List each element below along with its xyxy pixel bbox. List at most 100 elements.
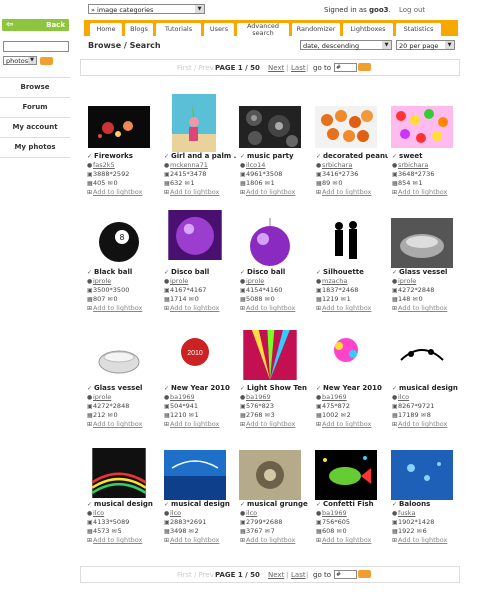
sidebar-search-input[interactable] <box>3 41 69 52</box>
photo-user-link[interactable]: ilco14 <box>246 161 266 169</box>
add-to-lightbox-link[interactable]: Add to lightbox <box>398 304 448 312</box>
photo-title[interactable]: ✓ Black ball <box>87 268 159 276</box>
tab-randomizer[interactable]: Randomizer <box>292 23 340 36</box>
photo-title[interactable]: ✓ New Year 2010 <box>316 384 388 392</box>
sidebar-item-my-account[interactable]: My account <box>0 118 70 138</box>
pager-goto-input[interactable]: # <box>334 570 357 579</box>
photo-user-link[interactable]: iprole <box>398 277 417 285</box>
thumbnail-decorated-peanuts[interactable] <box>315 102 377 152</box>
add-to-lightbox-link[interactable]: Add to lightbox <box>322 188 372 196</box>
tab-statistics[interactable]: Statistics <box>396 23 441 36</box>
photo-user-link[interactable]: srbichara <box>398 161 429 169</box>
thumbnail-glass-vessel-1[interactable] <box>391 218 453 268</box>
thumbnail-sweet[interactable] <box>391 102 453 152</box>
sidebar-item-forum[interactable]: Forum <box>0 98 70 118</box>
photo-user-link[interactable]: ba1969 <box>322 393 347 401</box>
add-to-lightbox-link[interactable]: Add to lightbox <box>170 420 220 428</box>
photo-user-link[interactable]: iprole <box>246 277 265 285</box>
tab-advanced-search[interactable]: Advanced search <box>237 23 289 37</box>
photo-user-link[interactable]: mckenna71 <box>170 161 208 169</box>
photo-user-link[interactable]: ba1969 <box>322 509 347 517</box>
sort-select[interactable]: date, descending ▼ <box>300 40 392 50</box>
thumbnail-musical-design-1[interactable] <box>391 330 453 380</box>
thumbnail-new-year-2010-b[interactable] <box>315 334 377 384</box>
thumbnail-black-ball[interactable]: 8 <box>88 218 150 268</box>
add-to-lightbox-link[interactable]: Add to lightbox <box>170 304 220 312</box>
back-button[interactable]: ⇦ Back <box>2 19 69 31</box>
photo-title[interactable]: ✓ Glass vessel <box>87 384 159 392</box>
thumbnail-musical-design-2[interactable] <box>88 448 150 498</box>
pager-go-button[interactable] <box>358 570 371 578</box>
photo-title[interactable]: ✓ musical grunge <box>240 500 312 508</box>
sidebar-item-browse[interactable]: Browse <box>0 77 70 98</box>
thumbnail-music-party[interactable] <box>239 102 301 152</box>
thumbnail-disco-ball-1[interactable] <box>164 210 226 260</box>
add-to-lightbox-link[interactable]: Add to lightbox <box>322 536 372 544</box>
photo-user-link[interactable]: ilco <box>398 393 410 401</box>
thumbnail-girl-palm[interactable] <box>172 94 216 152</box>
search-scope-select[interactable]: photos ▼ <box>3 56 37 65</box>
thumbnail-musical-grunge[interactable] <box>239 450 301 500</box>
thumbnail-disco-ball-2[interactable] <box>239 218 301 268</box>
pager-last-link[interactable]: Last <box>291 571 306 579</box>
photo-title[interactable]: ✓ Disco ball <box>164 268 236 276</box>
photo-title[interactable]: ✓ sweet <box>392 152 464 160</box>
add-to-lightbox-link[interactable]: Add to lightbox <box>398 536 448 544</box>
sidebar-search-go-button[interactable] <box>40 57 53 65</box>
photo-user-link[interactable]: iprole <box>93 393 112 401</box>
tab-users[interactable]: Users <box>204 23 234 36</box>
photo-title[interactable]: ✓ New Year 2010 <box>164 384 236 392</box>
pager-last-link[interactable]: Last <box>291 64 306 72</box>
photo-user-link[interactable]: ilco <box>170 509 182 517</box>
photo-title[interactable]: ✓ Light Show Ten <box>240 384 312 392</box>
add-to-lightbox-link[interactable]: Add to lightbox <box>170 188 220 196</box>
add-to-lightbox-link[interactable]: Add to lightbox <box>398 188 448 196</box>
pager-go-button[interactable] <box>358 63 371 71</box>
add-to-lightbox-link[interactable]: Add to lightbox <box>170 536 220 544</box>
thumbnail-baloons[interactable] <box>391 450 453 500</box>
photo-title[interactable]: ✓ musical design <box>164 500 236 508</box>
photo-user-link[interactable]: fuska <box>398 509 416 517</box>
thumbnail-glass-vessel-2[interactable] <box>88 334 150 384</box>
add-to-lightbox-link[interactable]: Add to lightbox <box>322 420 372 428</box>
pager-next-link[interactable]: Next <box>268 64 285 72</box>
photo-title[interactable]: ✓ musical design <box>392 384 464 392</box>
thumbnail-new-year-2010-a[interactable]: 2010 <box>164 334 226 384</box>
logout-link[interactable]: Log out <box>398 6 426 14</box>
thumbnail-fireworks[interactable] <box>88 102 150 152</box>
photo-user-link[interactable]: ba1969 <box>246 393 271 401</box>
add-to-lightbox-link[interactable]: Add to lightbox <box>246 420 296 428</box>
per-page-select[interactable]: 20 per page ▼ <box>396 40 455 50</box>
photo-title[interactable]: ✓decorated peanu .. <box>316 152 388 160</box>
photo-title[interactable]: ✓ Disco ball <box>240 268 312 276</box>
thumbnail-light-show[interactable] <box>239 330 301 380</box>
add-to-lightbox-link[interactable]: Add to lightbox <box>246 536 296 544</box>
photo-user-link[interactable]: srbichara <box>322 161 353 169</box>
photo-user-link[interactable]: ilco <box>246 509 258 517</box>
photo-user-link[interactable]: ilco <box>93 509 105 517</box>
pager-next-link[interactable]: Next <box>268 571 285 579</box>
photo-title[interactable]: ✓ Silhouette <box>316 268 388 276</box>
add-to-lightbox-link[interactable]: Add to lightbox <box>93 188 143 196</box>
add-to-lightbox-link[interactable]: Add to lightbox <box>398 420 448 428</box>
tab-lightboxes[interactable]: Lightboxes <box>343 23 393 36</box>
photo-user-link[interactable]: fas2k5 <box>93 161 115 169</box>
photo-user-link[interactable]: ba1969 <box>170 393 195 401</box>
tab-blogs[interactable]: Blogs <box>125 23 153 36</box>
photo-title[interactable]: ✓ Glass vessel <box>392 268 464 276</box>
photo-user-link[interactable]: iprole <box>170 277 189 285</box>
photo-title[interactable]: ✓ music party <box>240 152 312 160</box>
add-to-lightbox-link[interactable]: Add to lightbox <box>93 536 143 544</box>
thumbnail-silhouette[interactable] <box>315 218 377 268</box>
sidebar-item-my-photos[interactable]: My photos <box>0 138 70 158</box>
photo-user-link[interactable]: mzacha <box>322 277 348 285</box>
add-to-lightbox-link[interactable]: Add to lightbox <box>93 420 143 428</box>
category-select[interactable]: » image categories ▼ <box>88 4 205 14</box>
photo-title[interactable]: ✓ Confetti Fish <box>316 500 388 508</box>
thumbnail-confetti-fish[interactable] <box>315 450 377 500</box>
add-to-lightbox-link[interactable]: Add to lightbox <box>246 188 296 196</box>
add-to-lightbox-link[interactable]: Add to lightbox <box>322 304 372 312</box>
tab-tutorials[interactable]: Tutorials <box>156 23 201 36</box>
photo-title[interactable]: ✓ Girl and a palm .. <box>164 152 236 160</box>
tab-home[interactable]: Home <box>90 23 122 36</box>
